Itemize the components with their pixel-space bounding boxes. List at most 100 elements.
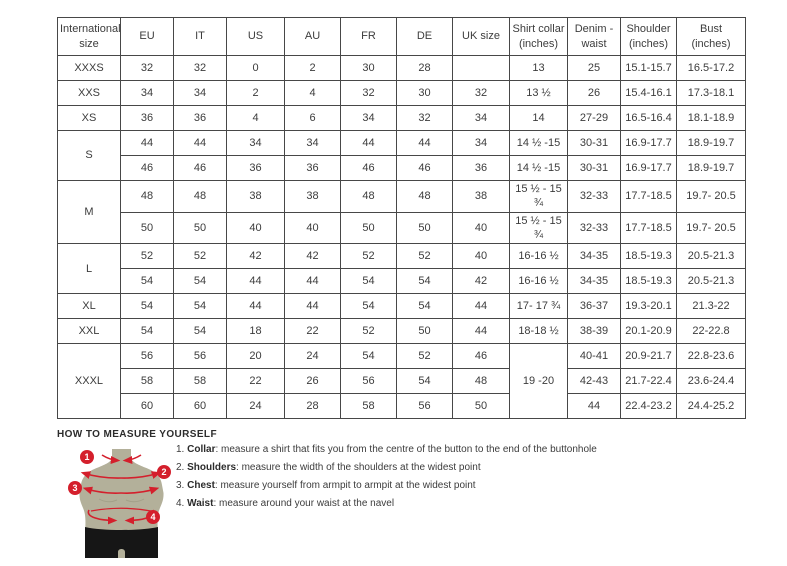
- table-cell: 18.9-19.7: [676, 155, 746, 181]
- table-cell: 44: [284, 293, 341, 320]
- table-cell: 17.7-18.5: [620, 211, 677, 245]
- badge-4: 4: [146, 510, 160, 524]
- table-cell: 40: [226, 211, 285, 245]
- table-cell: 13: [509, 55, 568, 81]
- column-header: Denim - waist: [567, 17, 621, 56]
- svg-text:3: 3: [72, 483, 77, 493]
- table-cell: XXL: [57, 318, 121, 345]
- table-cell: 16.5-17.2: [676, 55, 746, 81]
- table-cell: 54: [173, 318, 227, 345]
- table-cell: 6: [284, 105, 341, 131]
- table-cell: 46: [120, 155, 174, 181]
- table-cell: 14 ½ -15: [509, 155, 568, 181]
- column-header: US: [226, 17, 285, 56]
- table-cell: 58: [120, 368, 174, 395]
- table-row: M 48 48 38 38 48 48 38 15 ½ - 15 ¾ 32-33 17.7-18.5…: [57, 179, 746, 245]
- table-cell: 40: [452, 243, 510, 270]
- table-cell: 56: [340, 368, 397, 395]
- table-cell: 4: [284, 80, 341, 106]
- column-header: IT: [173, 17, 227, 56]
- measure-step: 3. Chest: measure yourself from armpit t…: [176, 480, 476, 491]
- table-cell: 14: [509, 105, 568, 131]
- table-cell: 16.5-16.4: [620, 105, 677, 131]
- table-cell: 19.7- 20.5: [676, 211, 746, 245]
- table-cell: 18.5-19.3: [620, 268, 677, 295]
- table-cell: 18: [226, 318, 285, 345]
- table-cell: 19.7- 20.5: [676, 180, 746, 213]
- table-cell: 20.5-21.3: [676, 243, 746, 270]
- size-table: International size EU IT US AU FR DE UK size Shi…: [57, 17, 746, 420]
- table-cell: 0: [226, 55, 285, 81]
- table-cell: 30-31: [567, 155, 621, 181]
- table-cell: 34: [452, 105, 510, 131]
- table-cell: 24: [226, 393, 285, 420]
- mannequin-figure: 1 2 3 4: [60, 447, 182, 564]
- svg-text:1: 1: [84, 452, 89, 462]
- table-cell: 44: [567, 393, 621, 420]
- table-cell: 54: [173, 293, 227, 320]
- table-cell: 19 -20: [509, 343, 568, 420]
- table-cell: 30: [396, 80, 453, 106]
- table-cell: 36: [284, 155, 341, 181]
- column-header: Shirt collar (inches): [509, 17, 568, 56]
- table-cell: 50: [396, 211, 453, 245]
- table-cell: 44: [340, 130, 397, 156]
- table-cell: 34: [284, 130, 341, 156]
- table-cell: 52: [396, 243, 453, 270]
- svg-text:4: 4: [150, 512, 155, 522]
- table-cell: 54: [173, 268, 227, 295]
- table-cell: 52: [173, 243, 227, 270]
- table-cell: 27-29: [567, 105, 621, 131]
- table-cell: 20.9-21.7: [620, 343, 677, 370]
- table-cell: XXXL: [57, 343, 121, 420]
- table-cell: 46: [396, 155, 453, 181]
- table-cell: 56: [173, 343, 227, 370]
- table-cell: 28: [284, 393, 341, 420]
- table-cell: 60: [173, 393, 227, 420]
- table-cell: 50: [340, 211, 397, 245]
- table-row: S 44 44 34 34 44 44 34 14 ½ -15 30-31 16.9-17.7 18.…: [57, 130, 746, 181]
- table-cell: 54: [120, 268, 174, 295]
- table-cell: 42: [452, 268, 510, 295]
- column-header: Shoulder (inches): [620, 17, 677, 56]
- table-cell: 40-41: [567, 343, 621, 370]
- table-cell: 42: [226, 243, 285, 270]
- table-row: XXL 54 54 18 22 52 50 44 18-18 ½ 38-39 20.1-20.9 22…: [57, 318, 746, 345]
- table-cell: 13 ½: [509, 80, 568, 106]
- shoulders-arrow: [80, 471, 162, 479]
- table-cell: 54: [120, 293, 174, 320]
- table-cell: 22: [226, 368, 285, 395]
- table-cell: 30-31: [567, 130, 621, 156]
- table-cell: 17.3-18.1: [676, 80, 746, 106]
- table-cell: 18.5-19.3: [620, 243, 677, 270]
- table-cell: 46: [452, 343, 510, 370]
- table-cell: 32: [173, 55, 227, 81]
- svg-text:2: 2: [161, 467, 166, 477]
- table-cell: 50: [120, 211, 174, 245]
- collar-arrow: [101, 454, 142, 465]
- table-cell: 54: [396, 293, 453, 320]
- table-cell: 50: [452, 393, 510, 420]
- table-cell: 40: [452, 211, 510, 245]
- table-cell: 32: [396, 105, 453, 131]
- table-cell: 23.6-24.4: [676, 368, 746, 395]
- table-cell: 24.4-25.2: [676, 393, 746, 420]
- table-cell: 44: [452, 318, 510, 345]
- table-cell: 20.1-20.9: [620, 318, 677, 345]
- table-cell: 16-16 ½: [509, 268, 568, 295]
- badge-2: 2: [157, 465, 171, 479]
- table-cell: 20.5-21.3: [676, 268, 746, 295]
- table-cell: 34: [173, 80, 227, 106]
- measure-steps: 1. Collar: measure a shirt that fits you…: [176, 445, 736, 517]
- table-cell: 60: [120, 393, 174, 420]
- table-row: XXS 34 34 2 4 32 30 32 13 ½ 26 15.4-16.1 17.3-18.1: [57, 80, 746, 106]
- table-cell: 34: [452, 130, 510, 156]
- measure-section-title: HOW TO MEASURE YOURSELF: [57, 429, 217, 440]
- table-cell: 56: [120, 343, 174, 370]
- table-cell: 32: [120, 55, 174, 81]
- column-header: DE: [396, 17, 453, 56]
- table-cell: 44: [396, 130, 453, 156]
- table-cell: 2: [284, 55, 341, 81]
- table-cell: 19.3-20.1: [620, 293, 677, 320]
- table-cell: 48: [120, 180, 174, 213]
